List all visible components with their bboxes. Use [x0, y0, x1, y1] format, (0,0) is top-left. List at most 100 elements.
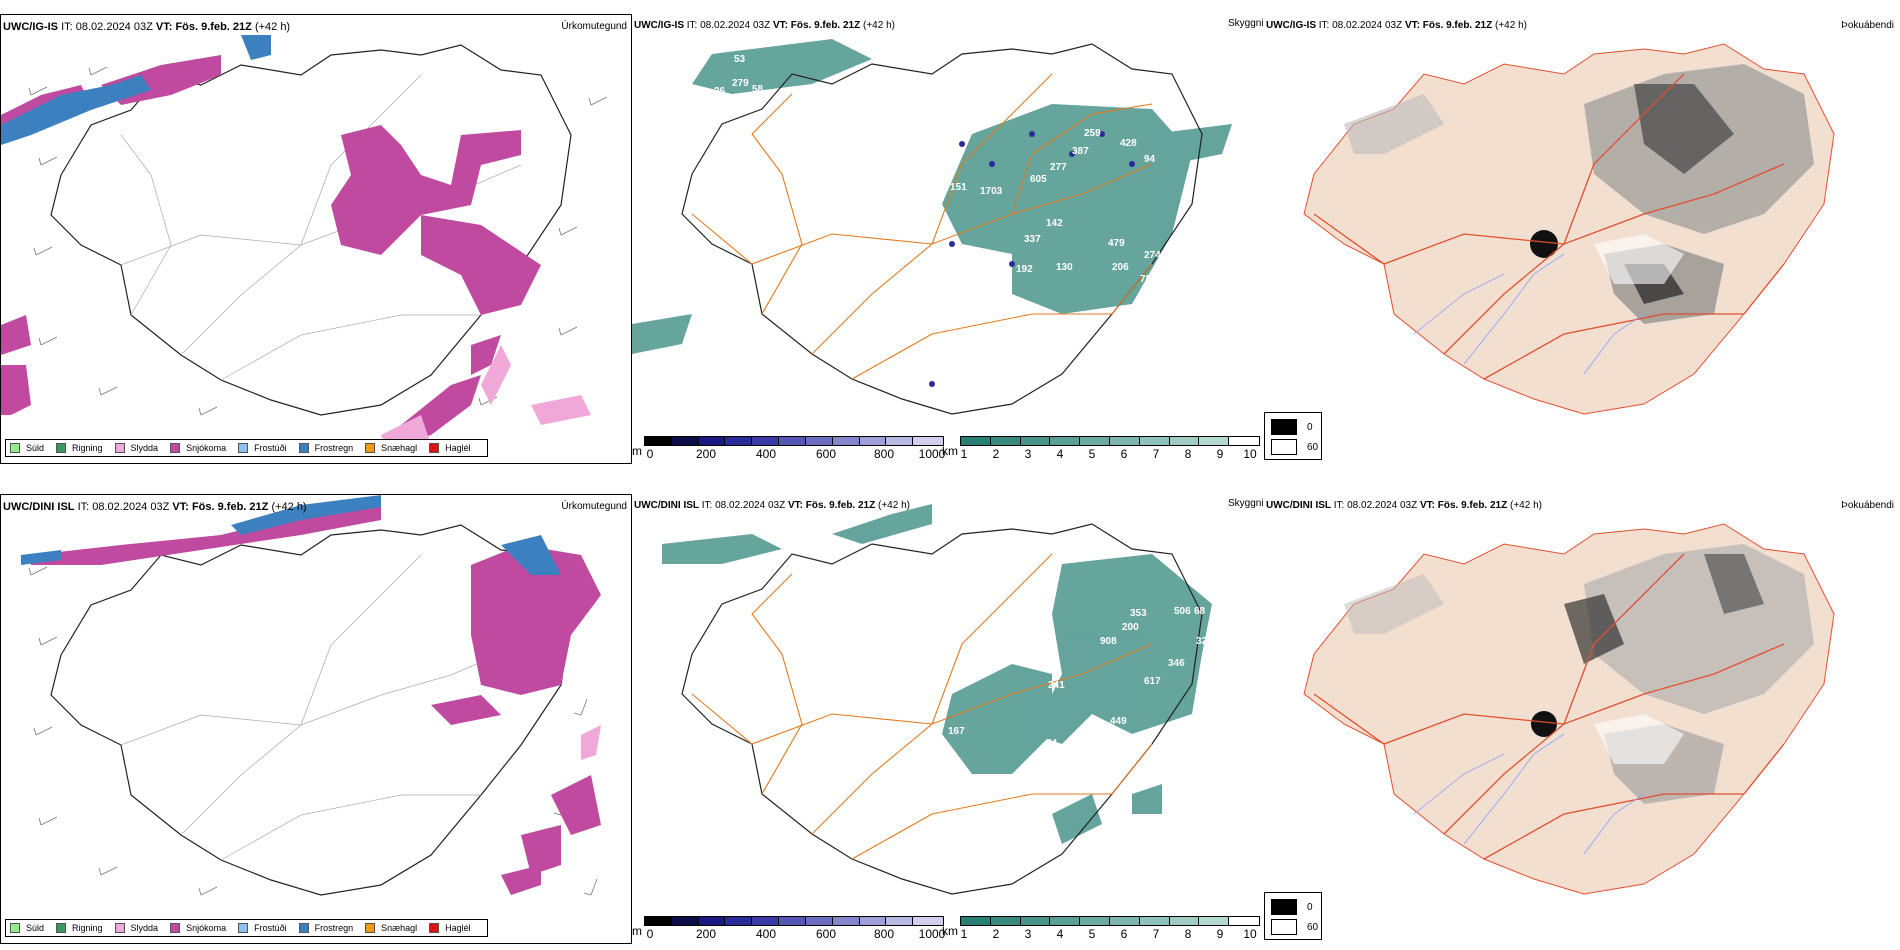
fog-legend-label: 60 — [1307, 921, 1319, 933]
header-row1: UWC/IG-IS IT: 08.02.2024 03Z VT: Fös. 9.… — [3, 21, 290, 33]
legend-swatch — [56, 923, 67, 933]
visibility-labels: 242 506 68 353 200 908 32 346 241 617 16… — [782, 536, 1208, 749]
vis-label: 479 — [1108, 238, 1125, 249]
precip-legend-row2: Súld Rigning Slydda Snjókoma Frostúði Fr… — [5, 919, 488, 937]
legend-item: Snæhagl — [365, 923, 417, 933]
visibility-tick: 8 — [1184, 927, 1192, 941]
height-colorbar-row2: m 0 200 400 600 800 1000 — [632, 916, 946, 941]
fog-legend-row1: 0 60 — [1264, 412, 1322, 460]
model-name: UWC/IG-IS — [634, 20, 684, 31]
height-dots — [929, 131, 1135, 387]
legend-swatch — [365, 923, 376, 933]
visibility-unit: km — [942, 924, 958, 938]
vis-label: 1703 — [980, 186, 1003, 197]
fog-legend-label: 0 — [1307, 421, 1313, 433]
fog-map-row1: UWC/IG-IS IT: 08.02.2024 03Z VT: Fös. 9.… — [1264, 14, 1900, 464]
panel-title-fog: Þokuábendi — [1841, 500, 1894, 511]
visibility-labels: 53 26 279 58 100 259 387 428 94 277 605 … — [714, 54, 1161, 285]
legend-item: Frostúði — [238, 443, 287, 453]
legend-item: Súld — [10, 923, 44, 933]
vis-label: 99 — [948, 248, 960, 259]
fog-swatch — [1271, 919, 1297, 935]
legend-item: Frostregn — [298, 923, 353, 933]
legend-swatch — [298, 443, 309, 453]
visibility-tick: 1 — [960, 927, 968, 941]
it-value: 08.02.2024 03Z — [1347, 500, 1418, 511]
visibility-colorbar-row1: km 1 2 3 4 5 6 7 8 9 10 — [942, 436, 1260, 461]
vis-label: 26 — [714, 86, 726, 97]
legend-item: Frostúði — [238, 923, 287, 933]
legend-label: Haglél — [445, 443, 471, 453]
height-colorbar-cells — [644, 436, 944, 446]
legend-label: Snjókoma — [186, 923, 227, 933]
model-name: UWC/DINI ISL — [1266, 500, 1331, 511]
precip-legend-row1: Súld Rigning Slydda Snjókoma Frostúði Fr… — [5, 439, 488, 457]
legend-item: Rigning — [56, 443, 103, 453]
vis-label: 277 — [1050, 162, 1067, 173]
legend-label: Frostregn — [314, 443, 354, 453]
header-row2-vis: UWC/DINI ISL IT: 08.02.2024 03Z VT: Fös.… — [634, 500, 910, 511]
legend-swatch — [170, 923, 181, 933]
height-colorbar-row1: m 0 200 400 600 800 1000 — [632, 436, 946, 461]
height-tick: 800 — [873, 927, 895, 941]
precip-map-graphic-row2 — [21, 495, 601, 896]
precip-map-row2: UWC/DINI ISL IT: 08.02.2024 03Z VT: Fös.… — [0, 494, 632, 944]
visibility-tick: 6 — [1120, 447, 1128, 461]
visibility-tick: 4 — [1056, 447, 1064, 461]
glacier-white — [1594, 234, 1684, 284]
height-tick: 1000 — [918, 447, 946, 461]
vis-label: 506 — [1174, 606, 1191, 617]
vis-label: 151 — [950, 182, 967, 193]
vt-value: Fös. 9.feb. 21Z — [805, 500, 876, 511]
fog-legend-item: 60 — [1271, 439, 1318, 455]
fog-map-graphic-row2 — [1303, 523, 1835, 895]
height-tick: 200 — [695, 447, 717, 461]
legend-label: Snjókoma — [186, 443, 227, 453]
visibility-tick: 10 — [1243, 447, 1257, 461]
legend-label: Súld — [26, 923, 45, 933]
legend-label: Slydda — [130, 923, 159, 933]
freezing-rain-areas — [21, 495, 561, 575]
vis-label: 279 — [732, 78, 749, 89]
vis-label: 58 — [752, 84, 764, 95]
fog-swatch — [1271, 899, 1297, 915]
vis-label: 100 — [940, 146, 957, 157]
visibility-unit: km — [942, 444, 958, 458]
legend-swatch — [298, 923, 309, 933]
legend-swatch — [56, 443, 67, 453]
fog-legend-label: 0 — [1307, 901, 1313, 913]
glacier-white — [1594, 714, 1684, 764]
height-tick: 0 — [646, 447, 654, 461]
legend-swatch — [238, 443, 249, 453]
panel-title-visibility: Skyggni — [1228, 18, 1264, 29]
vis-label: 206 — [1112, 262, 1129, 273]
height-unit: m — [632, 444, 642, 458]
vt-label: VT: — [1404, 20, 1420, 31]
visibility-tick: 2 — [992, 447, 1000, 461]
lead-time: (+42 h) — [863, 20, 895, 31]
visibility-map-row1: 53 26 279 58 100 259 387 428 94 277 605 … — [632, 14, 1264, 464]
visibility-colorbar-cells — [960, 436, 1260, 446]
legend-item: Snjókoma — [170, 923, 226, 933]
height-tick: 200 — [695, 927, 717, 941]
visibility-tick: 8 — [1184, 447, 1192, 461]
legend-item: Frostregn — [298, 443, 354, 453]
vis-label: 130 — [1056, 262, 1073, 273]
panel-title-visibility: Skyggni — [1228, 498, 1264, 509]
vt-label: VT: — [155, 21, 173, 33]
legend-label: Snæhagl — [381, 443, 418, 453]
panel-title-precip: Úrkomutegund — [561, 501, 627, 512]
lead-time: (+42 h) — [1510, 500, 1542, 511]
it-label: IT: — [701, 500, 713, 511]
iceland-outline — [681, 523, 1203, 895]
vis-label: 259 — [1084, 128, 1101, 139]
vis-label: 908 — [1100, 636, 1117, 647]
vis-label: 94 — [1144, 154, 1156, 165]
vis-label: 142 — [1046, 218, 1063, 229]
fog-legend-row2: 0 60 — [1264, 892, 1322, 940]
it-value: 08.02.2024 03Z — [700, 20, 771, 31]
it-value: 08.02.2024 03Z — [1332, 20, 1403, 31]
model-name: UWC/IG-IS — [1266, 20, 1316, 31]
height-tick: 1000 — [918, 927, 946, 941]
vis-label: 617 — [1144, 676, 1161, 687]
